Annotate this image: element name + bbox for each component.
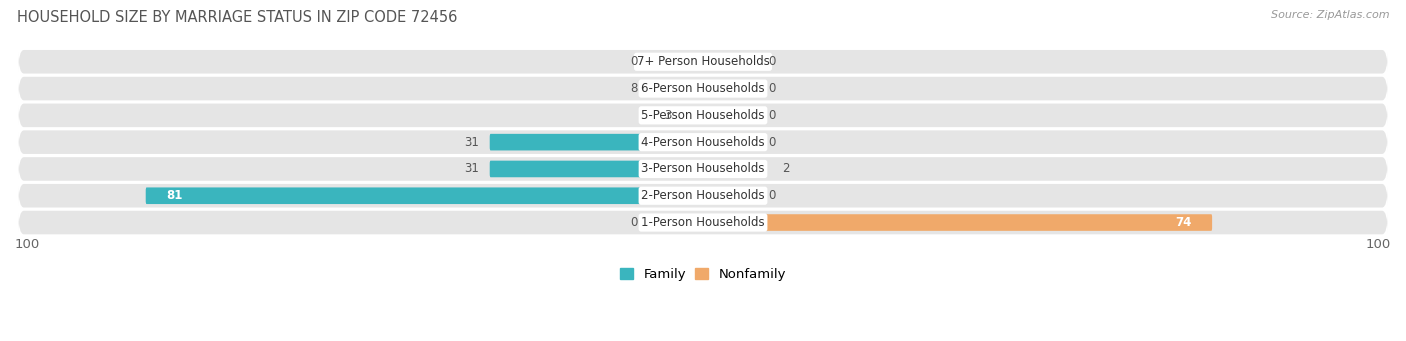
- Text: 4-Person Households: 4-Person Households: [641, 136, 765, 149]
- Text: 0: 0: [768, 82, 776, 95]
- FancyBboxPatch shape: [703, 107, 758, 124]
- FancyBboxPatch shape: [489, 161, 703, 177]
- FancyBboxPatch shape: [18, 77, 1388, 100]
- FancyBboxPatch shape: [18, 211, 1388, 234]
- Text: 0: 0: [630, 216, 638, 229]
- Text: 7+ Person Households: 7+ Person Households: [637, 55, 769, 68]
- FancyBboxPatch shape: [703, 80, 758, 97]
- FancyBboxPatch shape: [648, 80, 703, 97]
- Text: 100: 100: [15, 238, 41, 251]
- Text: 5-Person Households: 5-Person Households: [641, 109, 765, 122]
- Text: 0: 0: [768, 136, 776, 149]
- Text: 2-Person Households: 2-Person Households: [641, 189, 765, 202]
- Text: 6-Person Households: 6-Person Households: [641, 82, 765, 95]
- Text: 0: 0: [768, 189, 776, 202]
- Text: 0: 0: [768, 109, 776, 122]
- Text: 1-Person Households: 1-Person Households: [641, 216, 765, 229]
- Text: 0: 0: [630, 55, 638, 68]
- Text: 100: 100: [1365, 238, 1391, 251]
- Text: 8: 8: [630, 82, 638, 95]
- Text: Source: ZipAtlas.com: Source: ZipAtlas.com: [1271, 10, 1389, 20]
- Text: 0: 0: [768, 55, 776, 68]
- FancyBboxPatch shape: [18, 104, 1388, 127]
- Text: 31: 31: [464, 162, 479, 176]
- Text: 3-Person Households: 3-Person Households: [641, 162, 765, 176]
- Text: 2: 2: [782, 162, 790, 176]
- FancyBboxPatch shape: [703, 134, 758, 150]
- Text: 3: 3: [665, 109, 672, 122]
- FancyBboxPatch shape: [146, 188, 703, 204]
- FancyBboxPatch shape: [703, 54, 758, 70]
- FancyBboxPatch shape: [18, 157, 1388, 181]
- FancyBboxPatch shape: [703, 188, 758, 204]
- Text: 81: 81: [166, 189, 183, 202]
- FancyBboxPatch shape: [18, 130, 1388, 154]
- FancyBboxPatch shape: [18, 50, 1388, 74]
- FancyBboxPatch shape: [703, 214, 1212, 231]
- FancyBboxPatch shape: [682, 107, 703, 124]
- Text: 74: 74: [1175, 216, 1191, 229]
- Text: 31: 31: [464, 136, 479, 149]
- FancyBboxPatch shape: [18, 184, 1388, 208]
- FancyBboxPatch shape: [489, 134, 703, 150]
- Text: HOUSEHOLD SIZE BY MARRIAGE STATUS IN ZIP CODE 72456: HOUSEHOLD SIZE BY MARRIAGE STATUS IN ZIP…: [17, 10, 457, 25]
- Legend: Family, Nonfamily: Family, Nonfamily: [614, 263, 792, 286]
- FancyBboxPatch shape: [703, 161, 717, 177]
